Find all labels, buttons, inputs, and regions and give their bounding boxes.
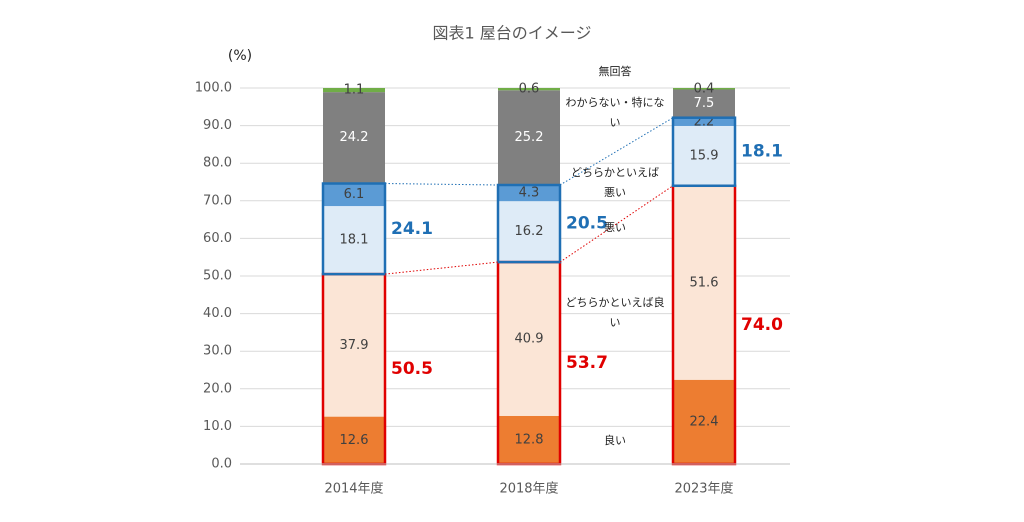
bad-connector <box>559 117 674 186</box>
x-tick-label: 2023年度 <box>674 481 733 497</box>
bar-segment <box>498 88 560 91</box>
data-label: 15.9 <box>690 148 719 163</box>
data-label: 25.2 <box>515 130 544 145</box>
data-label: 4.3 <box>519 186 540 201</box>
bar-segment <box>673 185 735 380</box>
data-label: 22.4 <box>690 414 719 429</box>
bar-segment <box>323 206 385 275</box>
good-connector <box>384 261 499 275</box>
chart-title: 図表1 屋台のイメージ <box>433 24 592 43</box>
bar-segment <box>498 201 560 263</box>
data-label: 16.2 <box>515 224 544 239</box>
data-label: 24.2 <box>340 130 369 145</box>
bad-box <box>671 116 737 188</box>
data-label: 18.1 <box>340 233 369 248</box>
bar-segment <box>323 416 385 464</box>
bad-total: 24.1 <box>391 219 433 239</box>
y-tick-label: 50.0 <box>203 269 232 284</box>
bar-segment <box>323 92 385 184</box>
good-total: 50.5 <box>391 359 433 379</box>
bar-segment <box>498 90 560 186</box>
bar-segment <box>673 379 735 464</box>
legend-label: 良い <box>604 434 626 447</box>
bar-segment <box>673 117 735 126</box>
y-tick-label: 70.0 <box>203 193 232 208</box>
bad-box <box>496 183 562 264</box>
bar-segment <box>323 274 385 417</box>
x-tick-label: 2018年度 <box>499 481 558 497</box>
x-tick-label: 2014年度 <box>324 481 383 497</box>
legend-label: どちらかといえば良い <box>565 296 665 329</box>
data-label: 40.9 <box>515 331 544 346</box>
bar-segment <box>323 183 385 207</box>
legend-label: 無回答 <box>598 65 632 78</box>
legend-label: どちらかといえば悪い <box>571 166 659 199</box>
y-tick-label: 0.0 <box>211 457 232 472</box>
y-tick-label: 60.0 <box>203 231 232 246</box>
bar-segment <box>323 88 385 93</box>
y-tick-label: 10.0 <box>203 419 232 434</box>
bad-total: 18.1 <box>741 142 783 162</box>
data-label: 12.6 <box>340 433 369 448</box>
bar-segment <box>498 262 560 416</box>
data-label: 1.1 <box>344 83 365 98</box>
bad-connector <box>384 183 499 186</box>
bar-segment <box>673 88 735 90</box>
bar-segment <box>498 185 560 202</box>
y-tick-label: 40.0 <box>203 306 232 321</box>
data-label: 0.6 <box>519 82 540 97</box>
bar-segment <box>498 415 560 464</box>
bar-segment <box>673 125 735 186</box>
bar-segment <box>673 89 735 118</box>
data-label: 0.4 <box>694 81 715 96</box>
y-tick-label: 90.0 <box>203 118 232 133</box>
good-total: 53.7 <box>566 353 608 373</box>
legend-label: わからない・特にない <box>565 96 665 129</box>
data-label: 12.8 <box>515 432 544 447</box>
bad-box <box>321 182 387 276</box>
y-tick-label: 20.0 <box>203 381 232 396</box>
data-label: 37.9 <box>340 338 369 353</box>
data-label: 7.5 <box>694 96 715 111</box>
good-total: 74.0 <box>741 315 783 335</box>
data-label: 51.6 <box>690 275 719 290</box>
y-tick-label: 30.0 <box>203 344 232 359</box>
y-tick-label: 100.0 <box>195 81 232 96</box>
bad-total: 20.5 <box>566 214 608 234</box>
y-tick-label: 80.0 <box>203 156 232 171</box>
y-axis-label: (%) <box>228 48 252 64</box>
data-label: 6.1 <box>344 187 365 202</box>
legend-label: 悪い <box>604 221 626 234</box>
